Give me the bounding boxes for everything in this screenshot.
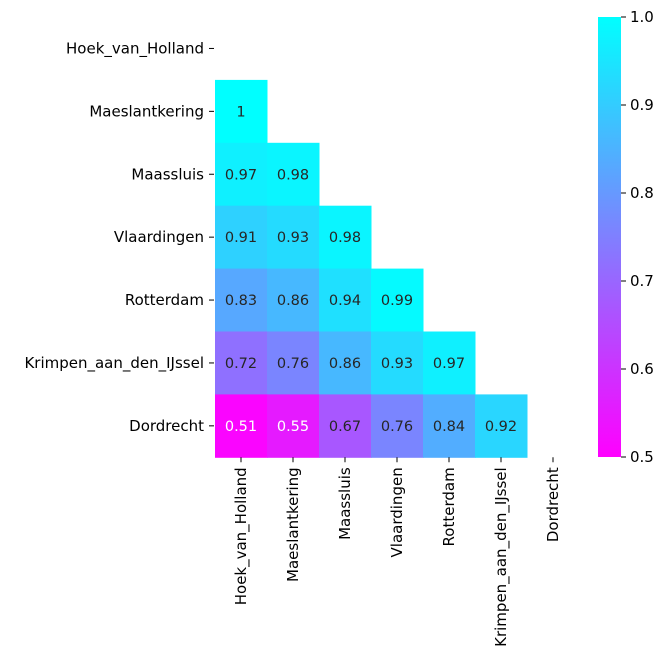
- cell-annotations: 1 0.97 0.98 0.91 0.93 0.98 0.83 0.86 0.94 0.99 0.7…: [225, 104, 517, 435]
- heatmap-cell: [267, 268, 320, 332]
- heatmap-cell: [267, 331, 320, 395]
- x-tick-labels: Hoek_van_Holland Maeslantkering Maassluis V…: [232, 457, 562, 647]
- cell-annotation: 0.84: [433, 419, 465, 435]
- colorbar-tick-label: 0.9: [630, 96, 654, 114]
- heatmap-cell: [267, 394, 320, 458]
- x-tick-label: Maeslantkering: [284, 467, 302, 582]
- y-tick-labels: Hoek_van_Holland Maeslantkering Maassluis V…: [24, 39, 214, 435]
- y-tick-label: Maeslantkering: [89, 102, 204, 120]
- y-tick-label: Dordrecht: [129, 417, 204, 435]
- heatmap-cell: [215, 394, 268, 458]
- x-tick-label: Krimpen_aan_den_IJssel: [492, 467, 511, 647]
- colorbar-tick-label: 0.6: [630, 360, 654, 378]
- cell-annotation: 0.67: [329, 419, 361, 435]
- x-tick-label: Dordrecht: [544, 467, 562, 542]
- cell-annotation: 0.93: [277, 230, 309, 246]
- heatmap-cell: [215, 142, 268, 207]
- cell-annotation: 0.99: [381, 293, 413, 309]
- cell-annotation: 0.98: [277, 167, 309, 183]
- heatmap-cell: [319, 331, 372, 395]
- cell-annotation: 0.91: [225, 230, 257, 246]
- y-tick-label: Maassluis: [131, 165, 204, 183]
- cell-annotation: 0.76: [277, 356, 309, 372]
- x-tick-label: Hoek_van_Holland: [232, 467, 251, 605]
- cell-annotation: 0.92: [485, 419, 517, 435]
- heatmap-cell: [319, 268, 372, 332]
- heatmap-cell: [423, 394, 476, 458]
- colorbar-tick-label: 0.8: [630, 184, 654, 202]
- cell-annotation: 0.86: [277, 293, 309, 309]
- cell-annotation: 0.93: [381, 356, 413, 372]
- colorbar-tick-label: 0.5: [630, 448, 654, 466]
- colorbar-tick-label: 0.7: [630, 272, 654, 290]
- colorbar-gradient: [598, 17, 621, 457]
- cell-annotation: 0.83: [225, 293, 257, 309]
- heatmap-cell: [475, 394, 528, 458]
- cell-annotation: 0.86: [329, 356, 361, 372]
- cell-annotation: 0.97: [433, 356, 465, 372]
- heatmap-cell: [423, 331, 476, 395]
- heatmap-cell: [215, 268, 268, 332]
- x-tick-label: Vlaardingen: [388, 467, 406, 557]
- cell-annotation: 0.98: [329, 230, 361, 246]
- cell-annotation: 0.97: [225, 167, 257, 183]
- heatmap-cell: [319, 205, 372, 270]
- x-tick-label: Rotterdam: [440, 467, 458, 546]
- y-tick-label: Hoek_van_Holland: [66, 39, 204, 58]
- heatmap-cell: [215, 79, 268, 144]
- heatmap-cell: [267, 142, 320, 207]
- x-tick-label: Maassluis: [336, 467, 354, 540]
- y-tick-label: Vlaardingen: [114, 228, 204, 246]
- heatmap-cell: [319, 394, 372, 458]
- colorbar: 0.5 0.6 0.7 0.8 0.9 1.0: [598, 8, 654, 466]
- cell-annotation: 0.55: [277, 419, 309, 435]
- heatmap-cell: [371, 394, 424, 458]
- y-tick-label: Rotterdam: [125, 291, 204, 309]
- cell-annotation: 1: [236, 104, 245, 120]
- colorbar-tick-label: 1.0: [630, 8, 654, 26]
- heatmap-cell: [267, 205, 320, 270]
- heatmap-cells: [215, 79, 528, 458]
- heatmap-cell: [215, 205, 268, 270]
- cell-annotation: 0.72: [225, 356, 257, 372]
- y-tick-label: Krimpen_aan_den_IJssel: [24, 354, 204, 373]
- cell-annotation: 0.51: [225, 419, 257, 435]
- heatmap-cell: [371, 268, 424, 332]
- cell-annotation: 0.76: [381, 419, 413, 435]
- heatmap-cell: [215, 331, 268, 395]
- cell-annotation: 0.94: [329, 293, 361, 309]
- heatmap-cell: [371, 331, 424, 395]
